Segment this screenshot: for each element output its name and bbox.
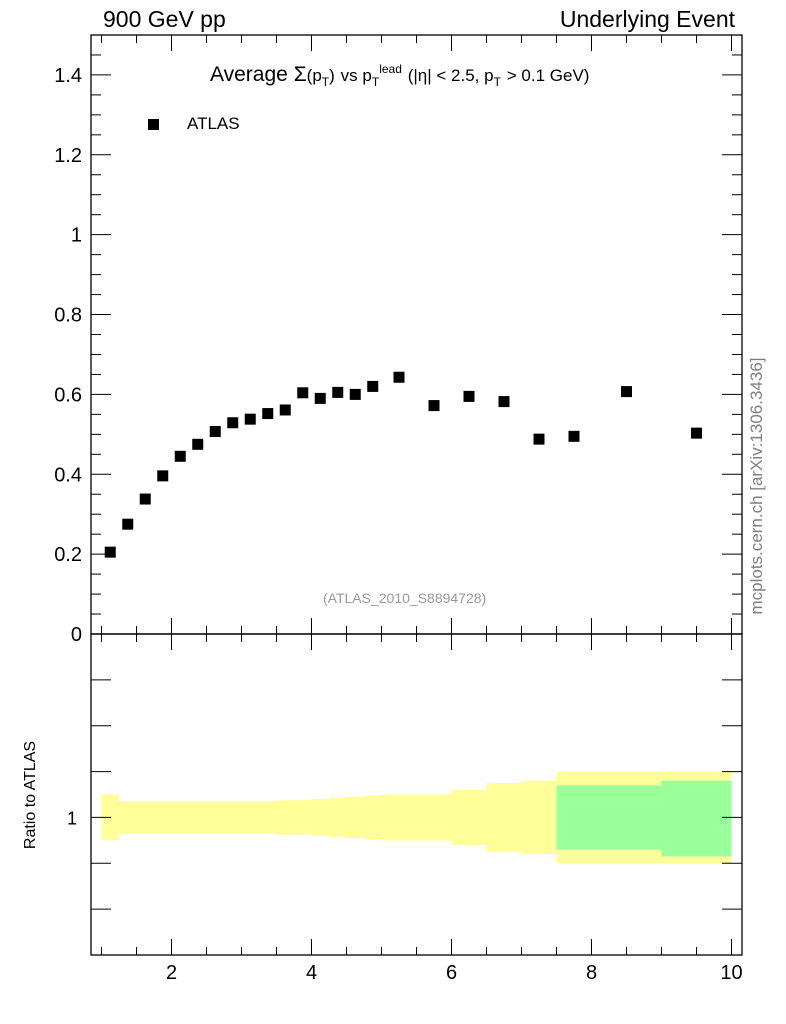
yellow-band-bin	[346, 796, 364, 839]
data-point	[349, 388, 361, 400]
data-point	[244, 413, 256, 425]
green-band-bin	[661, 780, 732, 857]
y-tick-label: 0.4	[54, 464, 82, 486]
legend-label: ATLAS	[187, 114, 240, 133]
ratio-axis-label: Ratio to ATLAS	[22, 740, 39, 850]
title-pt-close: )	[329, 66, 335, 85]
title-pt-open: (p	[306, 66, 322, 85]
reference-label: (ATLAS_2010_S8894728)	[323, 590, 487, 606]
yellow-band-bin	[136, 801, 154, 834]
yellow-band-bin	[154, 801, 172, 834]
x-tick-label: 6	[446, 962, 457, 984]
data-point	[227, 417, 239, 429]
y-tick-label: 0.6	[54, 384, 82, 406]
title-pt-sub: T	[321, 75, 330, 90]
yellow-band-bin	[224, 801, 242, 834]
data-point	[139, 493, 151, 505]
data-point	[393, 371, 405, 383]
axis-ticks	[91, 34, 742, 956]
data-point	[314, 392, 326, 404]
header-left: 900 GeV pp	[103, 6, 226, 32]
yellow-band-bin	[311, 799, 329, 836]
yellow-band-bin	[416, 794, 452, 841]
title-cuts-a: (|η| < 2.5, p	[407, 66, 494, 85]
ratio-y-tick-label: 1	[67, 808, 77, 828]
data-point	[463, 390, 475, 402]
yellow-band-bin	[241, 801, 259, 834]
title-lead-sup: lead	[379, 62, 402, 76]
data-point	[568, 430, 580, 442]
data-point	[174, 450, 186, 462]
data-point	[297, 387, 309, 399]
x-tick-label: 10	[720, 962, 742, 984]
data-point	[367, 380, 379, 392]
yellow-band-bin	[521, 780, 557, 855]
y-tick-label: 0.2	[54, 544, 82, 566]
data-point	[621, 386, 632, 398]
yellow-band-bin	[276, 800, 294, 835]
yellow-band-bin	[259, 801, 277, 834]
yellow-band-bin	[171, 801, 189, 834]
title-sigma: Σ	[293, 63, 307, 86]
data-point	[332, 386, 344, 398]
yellow-band-bin	[189, 801, 207, 834]
y-tick-label: 1.4	[54, 65, 82, 87]
yellow-band-bin	[364, 795, 382, 840]
data-point	[279, 404, 291, 416]
yellow-band-bin	[451, 789, 487, 845]
title-vs: vs p	[340, 66, 372, 85]
yellow-band-bin	[119, 801, 137, 834]
data-point	[498, 396, 510, 408]
title-lead-sub: T	[371, 75, 380, 90]
data-point	[691, 427, 702, 439]
ratio-bands	[101, 771, 732, 864]
data-point	[104, 546, 116, 558]
x-tick-label: 4	[306, 962, 317, 984]
legend-marker	[148, 119, 159, 130]
green-band-bin	[556, 785, 592, 850]
y-tick-label: 0.8	[54, 305, 82, 327]
yellow-band-bin	[486, 783, 522, 852]
side-note: mcplots.cern.ch [arXiv:1306.3436]	[747, 357, 766, 615]
data-point	[122, 518, 134, 530]
yellow-band-bin	[206, 801, 224, 834]
title-cuts-sub: T	[493, 75, 501, 90]
header-right: Underlying Event	[559, 6, 735, 32]
yellow-band-bin	[294, 800, 312, 835]
plot-title: Average Σ(pT) vs pTlead (|η| < 2.5, pT >…	[210, 62, 589, 89]
data-points	[104, 371, 702, 558]
data-point	[262, 408, 274, 420]
title-prefix: Average	[210, 63, 288, 86]
y-tick-label: 1	[71, 225, 82, 247]
x-tick-label: 8	[586, 962, 597, 984]
green-band-bin	[591, 785, 662, 850]
data-point	[209, 426, 221, 438]
y-tick-label: 1.2	[54, 145, 82, 167]
axis-tick-labels: 0 0.2 0.4 0.6 0.8 1 1.2 1.4 2 4 6 8 10 1	[54, 65, 742, 984]
y-tick-label: 0	[71, 624, 82, 646]
yellow-band-bin	[381, 794, 417, 841]
data-point	[533, 433, 545, 445]
x-tick-label: 2	[166, 962, 177, 984]
data-point	[192, 438, 204, 450]
data-point	[428, 400, 440, 412]
title-cuts-b: > 0.1 GeV)	[506, 66, 590, 85]
data-point	[157, 470, 169, 482]
yellow-band-bin	[329, 797, 347, 837]
